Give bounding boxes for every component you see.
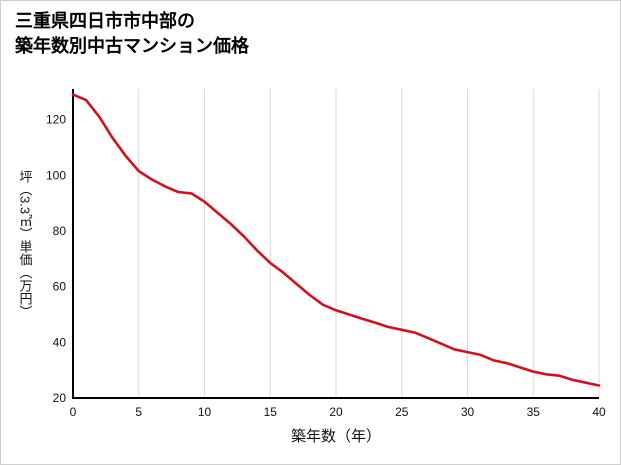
x-tick-label-25: 25 (395, 405, 409, 419)
price-line (71, 93, 601, 387)
y-axis-label: 坪（3.3㎡）単価（万円） (17, 169, 33, 319)
y-tick-label-100: 100 (46, 168, 66, 182)
y-tick-label-120: 120 (46, 113, 66, 127)
x-tick-label-0: 0 (70, 405, 77, 419)
x-tick-label-15: 15 (264, 405, 278, 419)
chart-title: 三重県四日市市中部の 築年数別中古マンション価格 (15, 9, 249, 59)
line-chart: 0 5 10 15 20 25 30 35 40 20 40 60 80 100 120 (46, 89, 606, 419)
y-tick-label-60: 60 (53, 280, 67, 294)
x-tick-label-35: 35 (527, 405, 541, 419)
y-tick-label-80: 80 (53, 224, 67, 238)
x-tick-label-30: 30 (461, 405, 475, 419)
x-axis-label: 築年数（年） (290, 428, 381, 445)
chart-title-line2: 築年数別中古マンション価格 (15, 36, 249, 57)
chart-title-line1: 三重県四日市市中部の (15, 11, 195, 31)
x-tick-label-5: 5 (135, 405, 142, 419)
x-tick-label-20: 20 (329, 405, 343, 419)
y-tick-label-40: 40 (53, 335, 67, 349)
y-tick-label-20: 20 (53, 391, 67, 405)
x-tick-label-40: 40 (592, 405, 606, 419)
x-tick-label-10: 10 (198, 405, 212, 419)
